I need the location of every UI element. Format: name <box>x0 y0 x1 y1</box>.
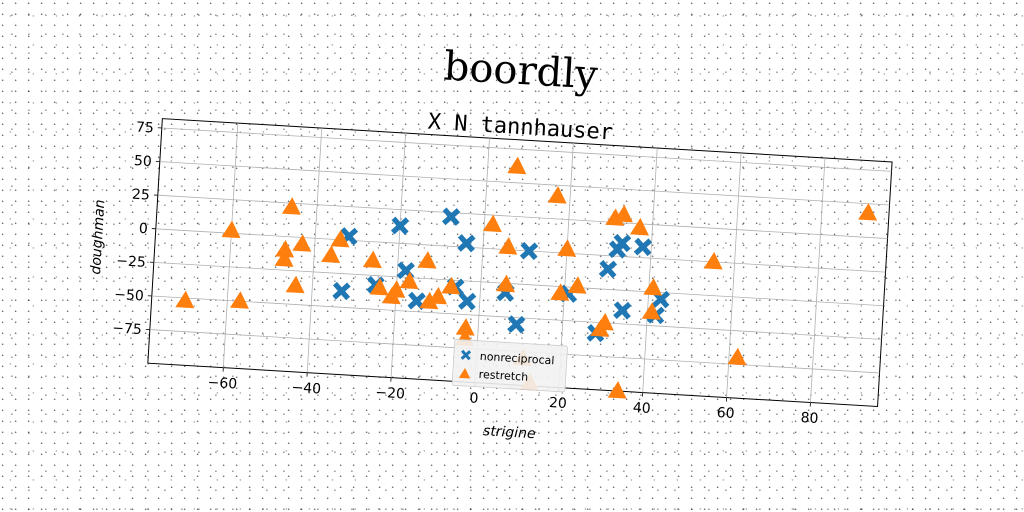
marker-nonreciprocal <box>332 281 351 301</box>
marker-restretch <box>275 239 295 258</box>
legend-symbol-nonreciprocal <box>460 349 472 361</box>
marker-restretch <box>362 250 382 269</box>
x-gridline <box>222 123 239 368</box>
legend-label-nonreciprocal: nonreciprocal <box>479 350 554 367</box>
x-axis-label: strigine <box>483 423 537 442</box>
marker-restretch <box>482 214 502 233</box>
marker-restretch <box>281 197 301 215</box>
marker-restretch <box>175 290 195 309</box>
legend-label-restretch: restretch <box>478 368 528 384</box>
marker-nonreciprocal <box>390 216 410 235</box>
marker-restretch <box>369 277 389 296</box>
marker-nonreciprocal <box>633 237 653 257</box>
marker-nonreciprocal <box>507 315 526 334</box>
marker-restretch <box>285 275 305 294</box>
marker-restretch <box>547 186 567 204</box>
x-gridline <box>810 157 826 403</box>
x-tick-label: −60 <box>207 375 237 393</box>
x-gridline <box>390 133 406 378</box>
marker-nonreciprocal <box>612 233 632 253</box>
marker-restretch <box>441 276 461 295</box>
plot-group: −60 −40 −20 0 20 40 60 80 −75 −50 −25 0 25 50 75 strig… <box>88 118 893 442</box>
marker-restretch <box>292 234 312 252</box>
x-tick-label: 40 <box>632 400 651 417</box>
marker-restretch <box>399 271 419 290</box>
chart-title: boordly <box>443 44 600 99</box>
marker-nonreciprocal <box>458 292 477 311</box>
y-gridline <box>159 161 890 206</box>
x-tick-label: −20 <box>375 385 405 403</box>
x-gridline <box>642 147 658 393</box>
marker-nonreciprocal <box>441 207 461 226</box>
marker-restretch <box>496 274 516 293</box>
marker-restretch <box>567 276 587 294</box>
legend-box <box>451 339 568 393</box>
marker-restretch <box>221 220 241 239</box>
y-tick-label: 50 <box>133 153 152 170</box>
marker-restretch <box>229 291 249 309</box>
y-tick-label: 25 <box>131 187 150 204</box>
y-axis-label: doughman <box>88 199 108 275</box>
marker-restretch <box>858 203 878 221</box>
x-tick-label: −40 <box>291 380 321 398</box>
marker-restretch <box>703 251 723 270</box>
y-tick-label: 0 <box>138 221 148 238</box>
marker-nonreciprocal <box>598 260 618 279</box>
marker-restretch <box>428 286 448 305</box>
marker-restretch <box>629 217 649 236</box>
marker-restretch <box>419 291 439 310</box>
marker-restretch <box>274 249 294 267</box>
marker-restretch <box>417 251 437 269</box>
marker-nonreciprocal <box>613 301 632 320</box>
marker-restretch <box>507 156 527 175</box>
x-tick-label: 80 <box>800 410 819 427</box>
x-tick-label: 60 <box>716 405 735 422</box>
marker-nonreciprocal <box>457 234 476 253</box>
legend-symbol-restretch <box>458 368 471 379</box>
y-gridline <box>157 194 888 239</box>
marker-restretch <box>607 381 627 399</box>
y-gridline <box>151 295 882 340</box>
legend-marker-nonreciprocal <box>460 349 472 361</box>
marker-restretch <box>613 204 633 223</box>
marker-restretch <box>330 229 350 248</box>
marker-restretch <box>498 237 518 255</box>
x-gridline <box>726 152 742 398</box>
x-tick-label: 0 <box>469 390 479 407</box>
legend: nonreciprocal restretch <box>451 339 568 393</box>
tick-layer: −60 −40 −20 0 20 40 60 80 −75 −50 −25 0 25 50 75 <box>112 119 819 427</box>
y-tick-label: 75 <box>135 119 154 136</box>
y-tick-label: −25 <box>116 253 146 271</box>
marker-restretch <box>386 280 406 298</box>
marker-nonreciprocal <box>519 241 539 261</box>
marker-restretch <box>550 283 570 301</box>
y-tick-label: −50 <box>114 287 144 305</box>
marker-restretch <box>727 347 747 366</box>
marker-restretch <box>594 312 614 331</box>
x-tick-label: 20 <box>548 395 567 412</box>
marker-layer <box>175 156 878 399</box>
marker-restretch <box>455 318 475 336</box>
y-gridline <box>153 261 884 307</box>
y-gridline <box>155 228 886 273</box>
y-gridline <box>161 127 892 172</box>
marker-restretch <box>643 278 663 296</box>
legend-marker-restretch <box>458 368 471 379</box>
marker-restretch <box>557 239 577 257</box>
x-gridline <box>306 128 323 373</box>
marker-restretch <box>641 302 661 320</box>
y-tick-label: −75 <box>112 320 142 338</box>
marker-restretch <box>321 245 341 263</box>
